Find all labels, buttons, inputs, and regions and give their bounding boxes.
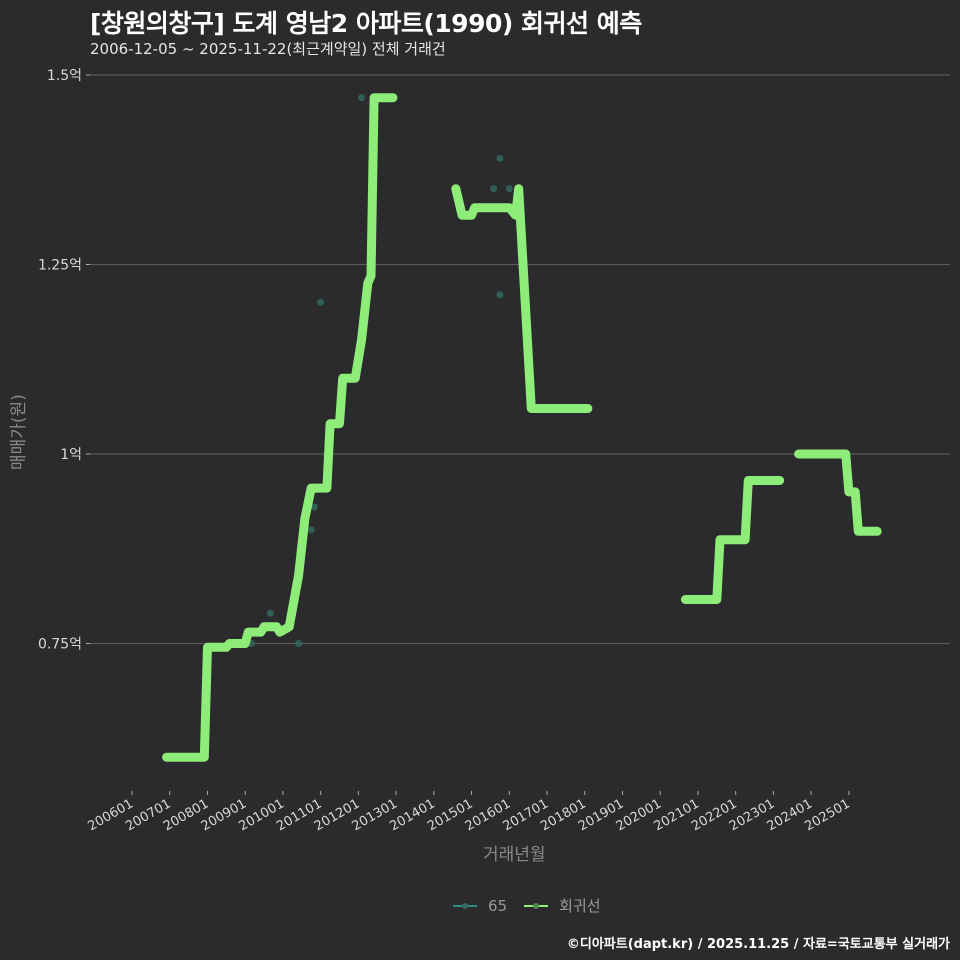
legend-label-regression: 회귀선	[559, 897, 601, 915]
regression-segment	[162, 93, 398, 762]
scatter-point	[496, 154, 504, 162]
y-tick-label: 1.25억	[38, 258, 82, 274]
scatter-point	[317, 298, 325, 306]
legend-item-regression[interactable]: 회귀선	[523, 895, 601, 916]
legend-item-65[interactable]: 65	[452, 897, 507, 915]
scatter-point	[310, 503, 318, 511]
regression-segment	[680, 476, 785, 604]
regression-line	[162, 93, 882, 762]
scatter-point	[307, 526, 315, 534]
y-axis-label: 매매가(원)	[9, 394, 29, 470]
chart-title: [창원의창구] 도계 영남2 아파트(1990) 회귀선 예측	[90, 9, 642, 38]
regression-segment	[794, 449, 882, 536]
scatter-point	[496, 291, 504, 299]
y-axis-ticks: 0.75억 1억 1.25억 1.5억	[38, 68, 90, 653]
scatter-point	[358, 94, 366, 102]
grid-lines	[90, 74, 950, 645]
scatter-point	[295, 640, 303, 647]
scatter-point	[490, 185, 498, 193]
legend: 65 회귀선	[452, 895, 609, 916]
footer-credit: ©디아파트(dapt.kr) / 2025.11.25 / 자료=국토교통부 실…	[566, 937, 950, 952]
scatter-points	[247, 94, 513, 647]
legend-label-65: 65	[488, 896, 508, 915]
legend-scatter-icon	[453, 902, 477, 909]
regression-segment	[451, 184, 593, 413]
scatter-point	[266, 609, 274, 617]
x-axis-label: 거래년월	[483, 845, 546, 865]
y-tick-label: 1억	[60, 447, 82, 463]
scatter-point	[505, 185, 513, 193]
x-axis-ticks: 2006012007012008012009012010012011012012…	[86, 791, 853, 834]
chart-subtitle: 2006-12-05 ~ 2025-11-22(최근계약일) 전체 거래건	[90, 40, 446, 58]
y-tick-label: 1.5억	[47, 68, 82, 84]
y-tick-label: 0.75억	[38, 637, 82, 653]
legend-line-icon	[524, 902, 549, 909]
